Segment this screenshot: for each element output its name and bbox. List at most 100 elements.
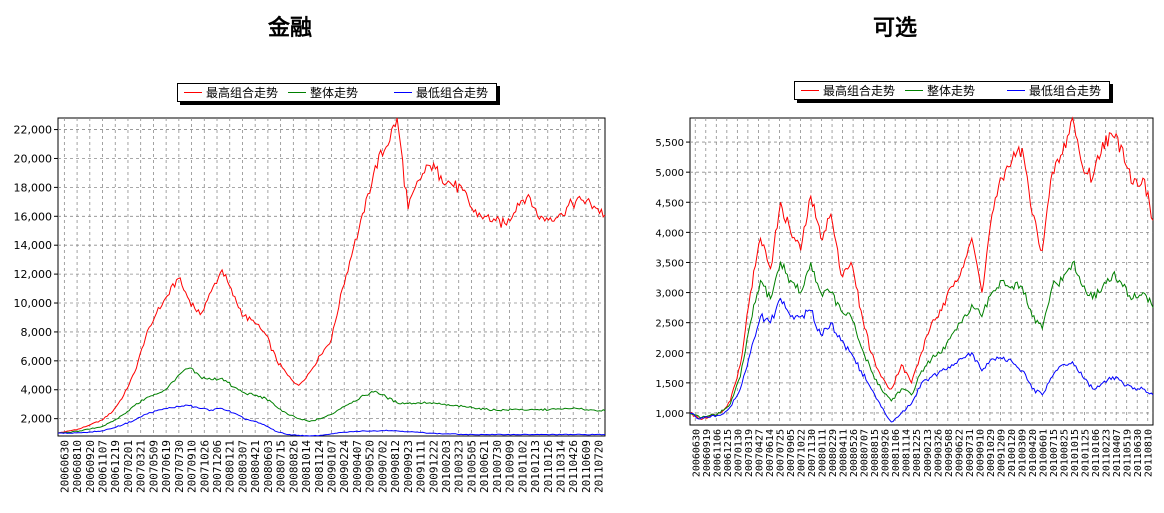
y-tick-label: 16,000 [14,210,53,223]
x-tick-label: 20090508 [944,429,955,477]
x-tick-label: 20110106 [1091,429,1102,477]
x-tick-label: 20100909 [504,440,517,493]
x-tick-label: 20110519 [1123,429,1134,477]
x-tick-label: 20101015 [1070,429,1081,477]
x-tick-label: 20090622 [954,429,965,477]
legend-item-high: 最高组合走势 [801,82,895,99]
x-tick-label: 20060810 [71,440,84,493]
x-tick-label: 20090107 [326,440,339,493]
x-tick-label: 20100621 [478,440,491,493]
x-tick-label: 20081114 [902,429,913,477]
y-tick-label: 4,500 [655,198,684,209]
y-tick-label: 1,500 [655,379,684,390]
x-tick-label: 20110810 [1144,429,1155,477]
x-tick-label: 20110223 [1102,429,1113,477]
x-tick-label: 20070321 [135,440,148,493]
x-tick-label: 20090224 [338,440,351,493]
x-tick-label: 20070130 [733,429,744,477]
y-tick-label: 14,000 [14,239,53,252]
x-tick-label: 20070319 [744,429,755,477]
x-tick-label: 20110126 [542,440,555,493]
y-tick-label: 2,000 [655,349,684,360]
x-tick-label: 20090326 [933,429,944,477]
x-tick-label: 20070614 [765,429,776,477]
y-tick-label: 3,000 [655,289,684,300]
x-tick-label: 20090407 [351,440,364,493]
x-tick-label: 20100120 [1007,429,1018,477]
chart-title-right: 可选 [872,16,917,41]
x-tick-label: 20061219 [109,440,122,493]
x-tick-label: 20070427 [754,429,765,477]
legend-left: 最高组合走势 整体走势 最低组合走势 [177,83,498,102]
x-tick-label: 20080121 [224,440,237,493]
x-tick-label: 20081014 [300,440,313,493]
y-tick-label: 2,500 [655,319,684,330]
x-tick-label: 20091209 [996,429,1007,477]
y-tick-label: 8,000 [21,326,53,339]
x-tick-label: 20080926 [881,429,892,477]
x-tick-label: 20080815 [870,429,881,477]
legend-item-high: 最高组合走势 [184,84,278,101]
y-tick-label: 4,000 [21,384,53,397]
x-tick-label: 20070725 [775,429,786,477]
x-tick-label: 20061215 [723,429,734,477]
x-tick-label: 20090702 [376,440,389,493]
x-tick-label: 20090812 [389,440,402,493]
x-tick-label: 20091111 [415,440,428,493]
y-tick-label: 4,000 [655,228,684,239]
x-tick-label: 20100203 [440,440,453,493]
legend-right: 最高组合走势 整体走势 最低组合走势 [794,81,1111,100]
x-tick-label: 20090910 [975,429,986,477]
x-tick-label: 20071022 [796,429,807,477]
x-tick-label: 20080826 [287,440,300,493]
y-tick-label: 5,500 [655,138,684,149]
x-tick-label: 20080307 [236,440,249,493]
x-tick-label: 20070910 [186,440,199,493]
x-tick-label: 20070619 [160,440,173,493]
chart-title-left: 金融 [267,16,312,41]
x-tick-label: 20061107 [97,440,110,493]
x-tick-label: 20080111 [818,429,829,477]
x-tick-label: 20101125 [1081,429,1092,477]
x-tick-label: 20080526 [849,429,860,477]
series-line-2 [689,297,1154,423]
x-tick-label: 20061106 [712,429,723,477]
x-tick-label: 20081106 [891,429,902,477]
x-tick-label: 20060919 [702,429,713,477]
x-tick-label: 20080411 [839,429,850,477]
y-tick-label: 2,000 [21,413,53,426]
x-tick-label: 20071026 [198,440,211,493]
y-tick-label: 6,000 [21,355,53,368]
x-tick-label: 20100601 [1039,429,1050,477]
x-tick-label: 20091222 [427,440,440,493]
x-tick-label: 20080229 [828,429,839,477]
y-tick-label: 12,000 [14,268,53,281]
y-tick-label: 10,000 [14,297,53,310]
x-tick-label: 20070730 [173,440,186,493]
series-line-0 [689,116,1154,420]
x-tick-label: 20091029 [986,429,997,477]
x-tick-label: 20110407 [1112,429,1123,477]
x-tick-label: 20101213 [529,440,542,493]
x-tick-label: 20100825 [1060,429,1071,477]
x-tick-label: 20110630 [1133,429,1144,477]
x-tick-label: 20100730 [491,440,504,493]
x-tick-label: 20100505 [465,440,478,493]
legend-item-low: 最低组合走势 [368,84,488,101]
x-tick-label: 20110609 [580,440,593,493]
x-tick-label: 20070201 [122,440,135,493]
y-tick-label: 18,000 [14,181,53,194]
x-tick-label: 20060630 [58,440,71,493]
y-tick-label: 22,000 [14,124,53,137]
x-tick-label: 20081225 [912,429,923,477]
x-tick-label: 20101102 [516,440,529,493]
series-line-2 [57,404,605,437]
legend-item-low: 最低组合走势 [985,82,1101,99]
y-tick-label: 5,000 [655,168,684,179]
x-tick-label: 20080603 [262,440,275,493]
x-tick-label: 20080421 [249,440,262,493]
x-tick-label: 20060920 [84,440,97,493]
x-tick-label: 20100420 [1028,429,1039,477]
legend-item-overall: 整体走势 [905,82,975,99]
